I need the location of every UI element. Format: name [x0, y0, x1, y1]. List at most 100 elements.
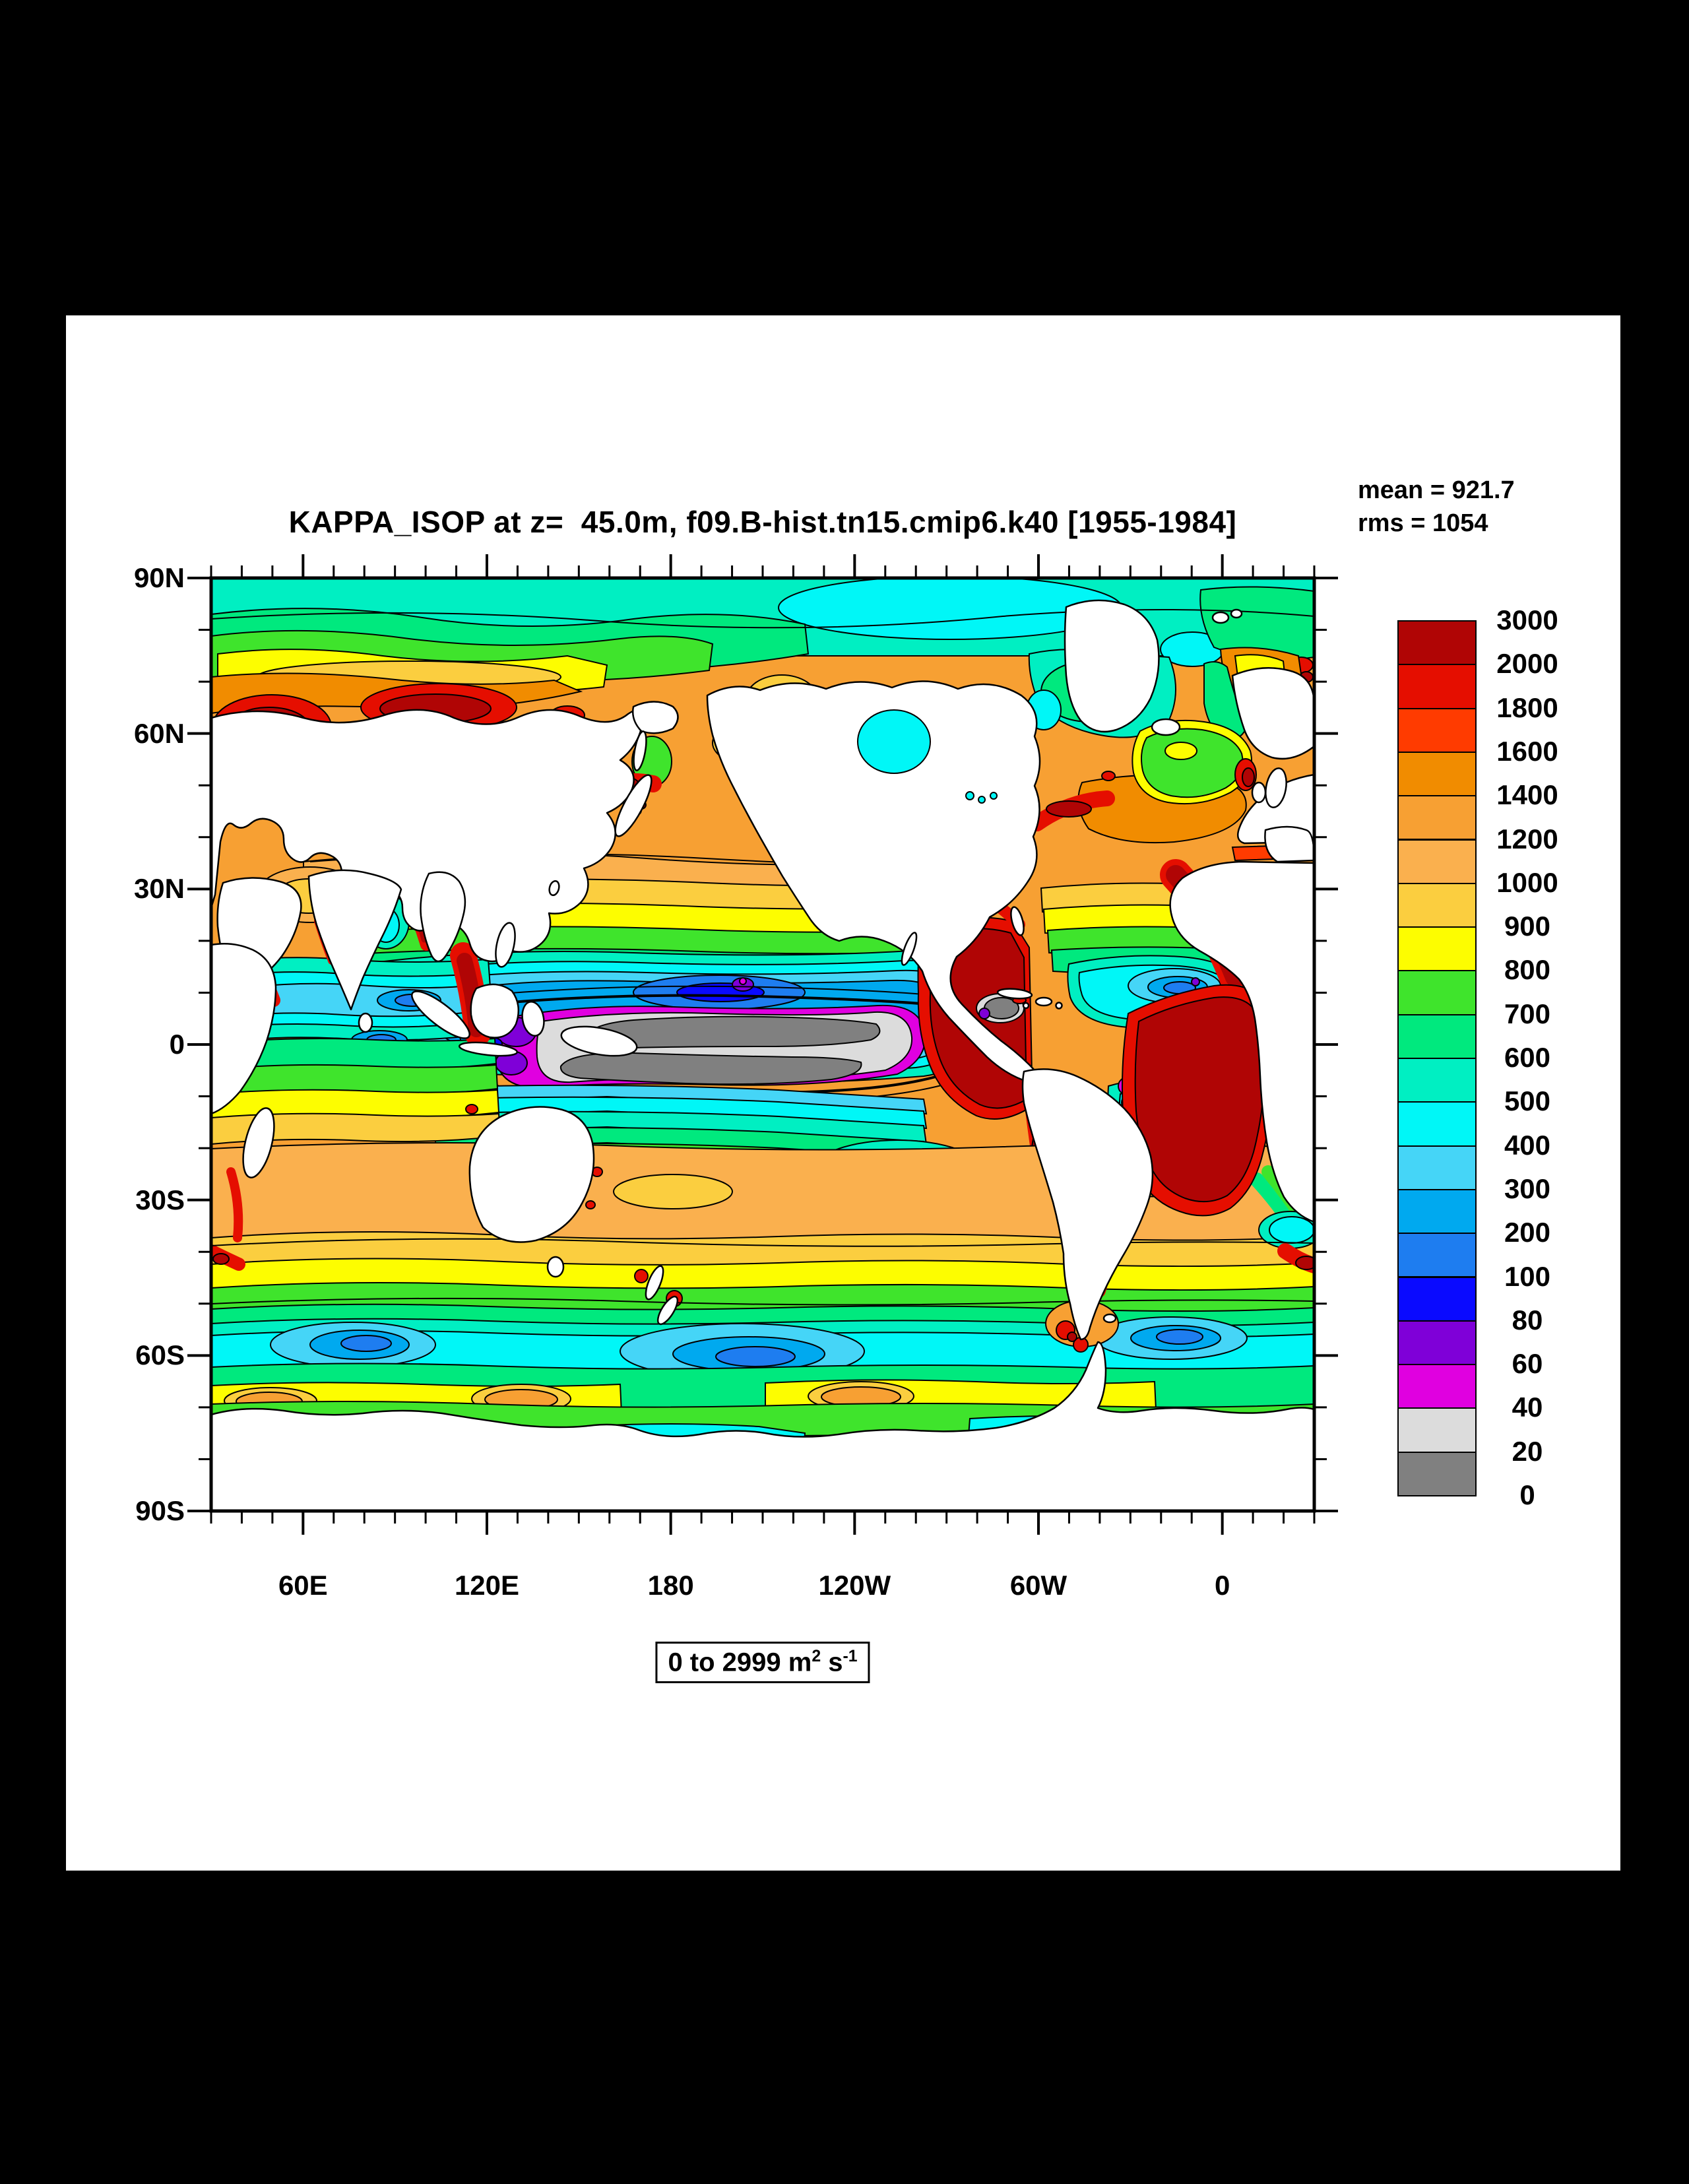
lon-tick-label: 60E: [278, 1570, 328, 1601]
land-sumatra: [406, 984, 476, 1045]
contour-shape: [966, 792, 974, 800]
lon-tick-label: 180: [647, 1570, 694, 1601]
lon-tick-label: 120W: [818, 1570, 891, 1601]
colorbar-level-label: 0: [1519, 1479, 1535, 1510]
contour-shape: [978, 796, 985, 803]
contour-shape: [899, 931, 920, 967]
colorbar-swatch: [1397, 839, 1477, 884]
colorbar-swatch: [1397, 1188, 1477, 1235]
contour-shape: [614, 1174, 732, 1209]
contour-shape: [1046, 801, 1091, 817]
colorbar-level-label: 40: [1512, 1392, 1543, 1423]
map-content: [211, 578, 1314, 1511]
land-madagascar: [238, 1105, 280, 1180]
land-indochina: [421, 872, 465, 961]
land-iberia: [1265, 827, 1314, 862]
contour-shape: [213, 1254, 229, 1264]
land-japan: [609, 771, 658, 841]
colorbar-swatch: [1397, 926, 1477, 972]
colorbar-level-label: 300: [1504, 1172, 1551, 1204]
colorbar-level-label: 1000: [1496, 866, 1558, 898]
range-sup-2: 2: [812, 1648, 821, 1665]
contour-shape: [1104, 1314, 1116, 1322]
contour-shape: [990, 792, 997, 799]
contour-shape: [341, 1335, 391, 1351]
contour-shape: [492, 921, 519, 969]
colorbar-swatch: [1397, 970, 1477, 1015]
contour-shape: [359, 1013, 372, 1032]
colorbar-swatch: [1397, 751, 1477, 797]
colorbar-level-label: 1200: [1496, 823, 1558, 854]
range-unit-s: s: [821, 1648, 843, 1677]
land-scandinavia: [1232, 668, 1314, 759]
land-layer: [211, 600, 1314, 1511]
colorbar-swatch: [1397, 620, 1477, 666]
colorbar-swatch: [1397, 664, 1477, 709]
contour-shape: [1141, 729, 1243, 798]
lat-tick-label: 60S: [135, 1339, 185, 1371]
axis-ticks: [187, 554, 1338, 1535]
colorbar-swatch: [1397, 882, 1477, 928]
land-new-guinea: [559, 1021, 639, 1061]
colorbar-swatch: [1397, 1058, 1477, 1103]
lat-tick-label: 90S: [135, 1495, 185, 1526]
contour-shape: [979, 1008, 990, 1019]
colorbar-level-label: 600: [1504, 1042, 1551, 1073]
map-plot: [172, 538, 1354, 1551]
colorbar-swatch: [1397, 1145, 1477, 1190]
contour-shape: [211, 610, 1314, 627]
contour-shape: [716, 1347, 795, 1366]
east-atlantic-maximum: [1135, 997, 1265, 1202]
equatorial-pacific-minimum-upper-lobe: [585, 1017, 879, 1048]
colorbar-level-label: 3000: [1496, 604, 1558, 635]
colorbar-swatch: [1397, 1233, 1477, 1278]
contour-shape: [1009, 906, 1027, 937]
contour-shape: [1192, 978, 1199, 986]
contour-shape: [231, 1172, 238, 1238]
contour-shape: [211, 1239, 1314, 1246]
lon-tick-label: 120E: [454, 1570, 520, 1601]
land-north-america: [707, 681, 1040, 1082]
colorbar-level-label: 1800: [1496, 691, 1558, 723]
contour-shape: [466, 1105, 478, 1114]
contour-shape: [1213, 612, 1228, 623]
colorbar-level-label: 1600: [1496, 735, 1558, 767]
contour-shape: [1068, 1332, 1077, 1341]
colorbar-swatch: [1397, 707, 1477, 753]
colorbar-level-label: 900: [1504, 911, 1551, 942]
contour-shape: [211, 1299, 1314, 1305]
contour-shape: [1152, 719, 1180, 735]
colorbar-level-label: 20: [1512, 1435, 1543, 1467]
range-sup-minus1: -1: [843, 1648, 858, 1665]
colorbar-level-label: 200: [1504, 1217, 1551, 1248]
colorbar-level-label: 500: [1504, 1085, 1551, 1117]
land-antarctica: [211, 1342, 1314, 1511]
contour-shape: [1263, 767, 1289, 809]
colorbar: [1397, 620, 1477, 1496]
contour-shape: [1231, 610, 1242, 618]
mean-value: mean = 921.7: [1358, 476, 1515, 504]
lat-tick-label: 60N: [133, 717, 185, 749]
contour-shape: [548, 1257, 563, 1277]
lon-tick-label: 60W: [1009, 1570, 1068, 1601]
contour-shape: [1023, 1003, 1029, 1008]
contour-shape: [633, 702, 678, 734]
contour-shape: [1036, 998, 1052, 1006]
rms-value: rms = 1054: [1358, 509, 1488, 537]
equatorial-pacific-minimum-lower-lobe: [561, 1053, 862, 1084]
lat-tick-label: 30N: [133, 873, 185, 905]
colorbar-level-label: 800: [1504, 954, 1551, 986]
colorbar-level-label: 700: [1504, 998, 1551, 1029]
contour-shape: [997, 988, 1032, 1000]
lon-tick-label: 0: [1214, 1570, 1230, 1601]
contour-shape: [1165, 742, 1197, 759]
stats-block: mean = 921.7 rms = 1054: [1358, 474, 1515, 540]
contour-shape: [520, 1000, 547, 1038]
hudson-bay: [858, 710, 930, 773]
contour-shape: [1157, 1330, 1203, 1344]
contour-shape: [1269, 1217, 1314, 1243]
land-greenland: [1065, 600, 1159, 732]
contour-shape: [654, 1294, 682, 1327]
colorbar-level-label: 2000: [1496, 648, 1558, 680]
